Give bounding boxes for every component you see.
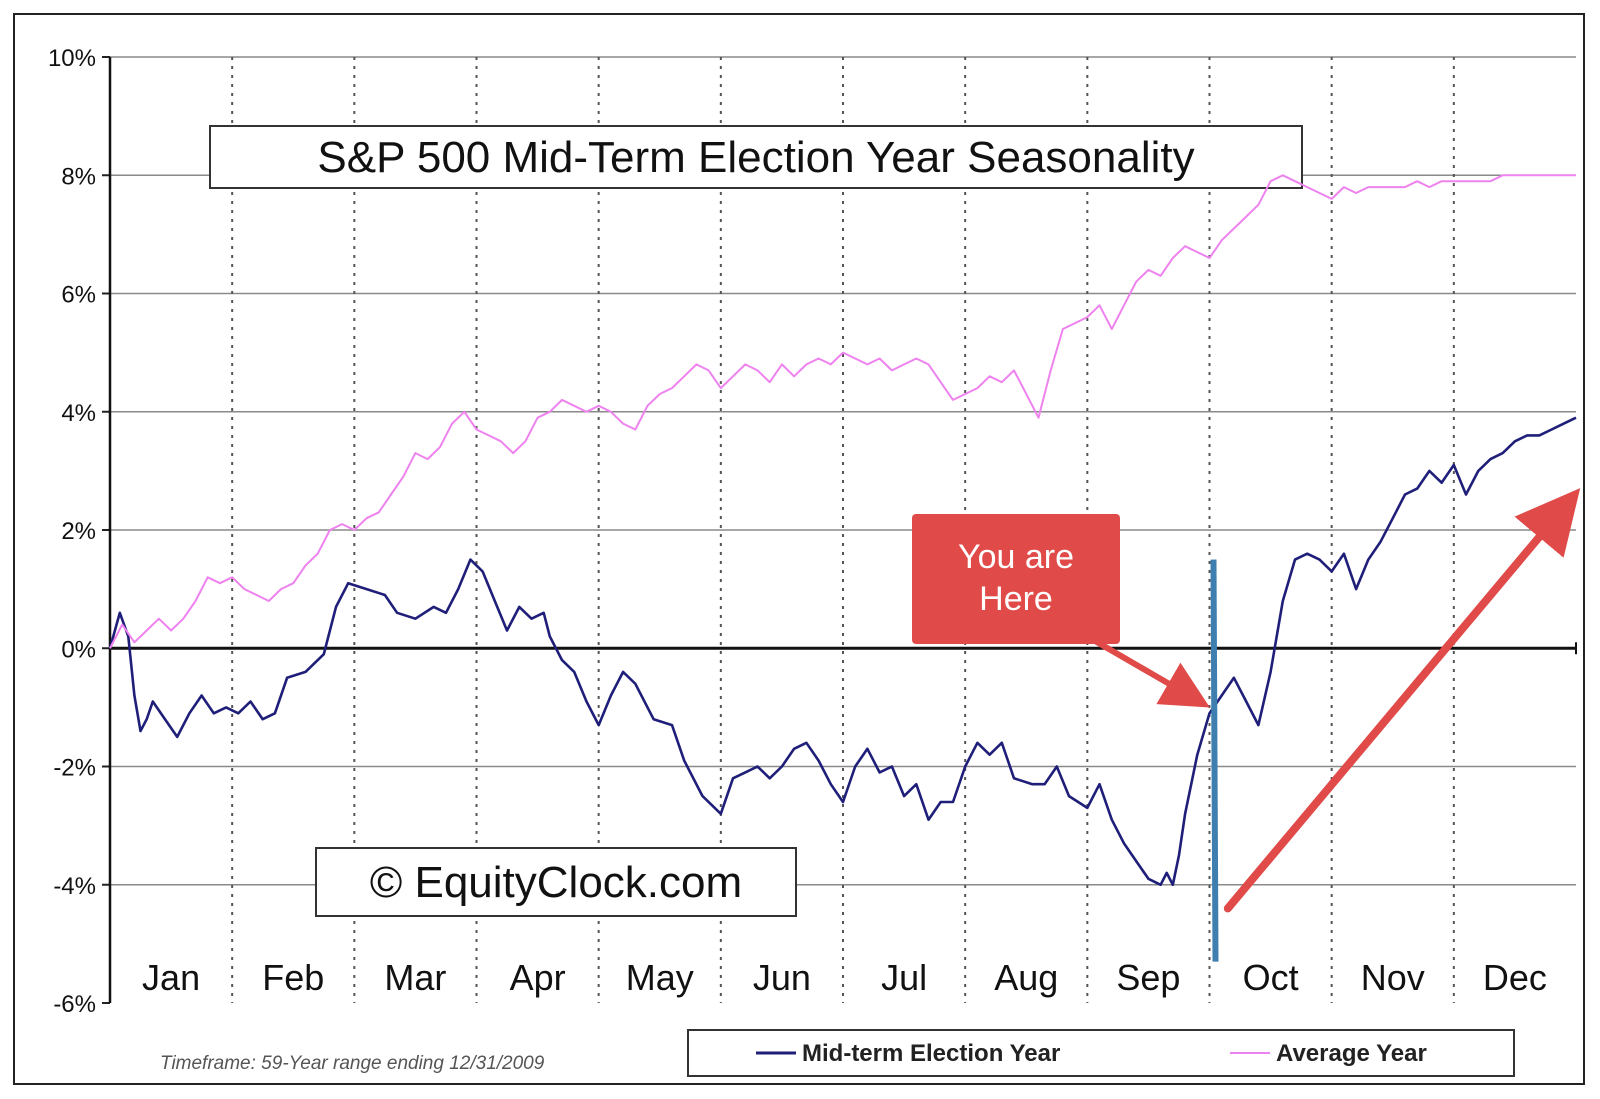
- chart-frame: [13, 13, 1585, 1085]
- x-tick-label: Feb: [262, 957, 324, 998]
- x-tick-label: Jan: [142, 957, 200, 998]
- series-line-midterm: [108, 416, 1577, 887]
- y-tick-label: 8%: [61, 163, 96, 190]
- y-tick-label: -4%: [53, 873, 96, 900]
- x-tick-label: May: [626, 957, 694, 998]
- callout-box: [912, 514, 1120, 644]
- callout-text: Here: [979, 580, 1053, 618]
- series-lines: [108, 174, 1577, 887]
- x-tick-label: Aug: [994, 957, 1058, 998]
- callout-arrow: [1088, 635, 1210, 708]
- y-tick-label: 6%: [61, 282, 96, 309]
- chart-title-box: S&P 500 Mid-Term Election Year Seasonali…: [209, 125, 1303, 189]
- callout-text: You are: [958, 538, 1074, 576]
- y-tick-label: -6%: [53, 991, 96, 1018]
- series-line-average: [109, 174, 1576, 649]
- you-are-here-marker-line: [1210, 559, 1219, 962]
- chart-title: S&P 500 Mid-Term Election Year Seasonali…: [317, 133, 1194, 182]
- x-tick-label: Oct: [1243, 957, 1299, 998]
- legend-label-midterm: Mid-term Election Year: [802, 1040, 1060, 1067]
- legend: Mid-term Election Year Average Year: [687, 1029, 1515, 1077]
- footnote: Timeframe: 59-Year range ending 12/31/20…: [160, 1053, 545, 1074]
- y-tick-labels: 10% 8% 6% 4% 2% 0% -2% -4% -6%: [48, 45, 96, 1018]
- axes: [102, 56, 1577, 1004]
- trend-arrow: [1223, 488, 1581, 913]
- y-tick-label: 10%: [48, 45, 96, 72]
- y-tick-label: -2%: [53, 755, 96, 782]
- annotations: You are Here: [912, 488, 1581, 962]
- y-tick-label: 0%: [61, 636, 96, 663]
- legend-label-average: Average Year: [1276, 1040, 1427, 1067]
- y-tick-label: 4%: [61, 400, 96, 427]
- x-tick-label: Sep: [1116, 957, 1180, 998]
- y-tick-label: 2%: [61, 518, 96, 545]
- x-tick-labels: Jan Feb Mar Apr May Jun Jul Aug Sep Oct Nov Dec: [142, 957, 1547, 998]
- x-tick-label: Mar: [384, 957, 446, 998]
- x-tick-label: Dec: [1483, 957, 1547, 998]
- x-tick-label: Jul: [881, 957, 927, 998]
- watermark-text: © EquityClock.com: [370, 858, 742, 907]
- x-tick-label: Apr: [510, 957, 566, 998]
- watermark-box: © EquityClock.com: [315, 847, 797, 917]
- x-tick-label: Jun: [753, 957, 811, 998]
- x-tick-label: Nov: [1361, 957, 1425, 998]
